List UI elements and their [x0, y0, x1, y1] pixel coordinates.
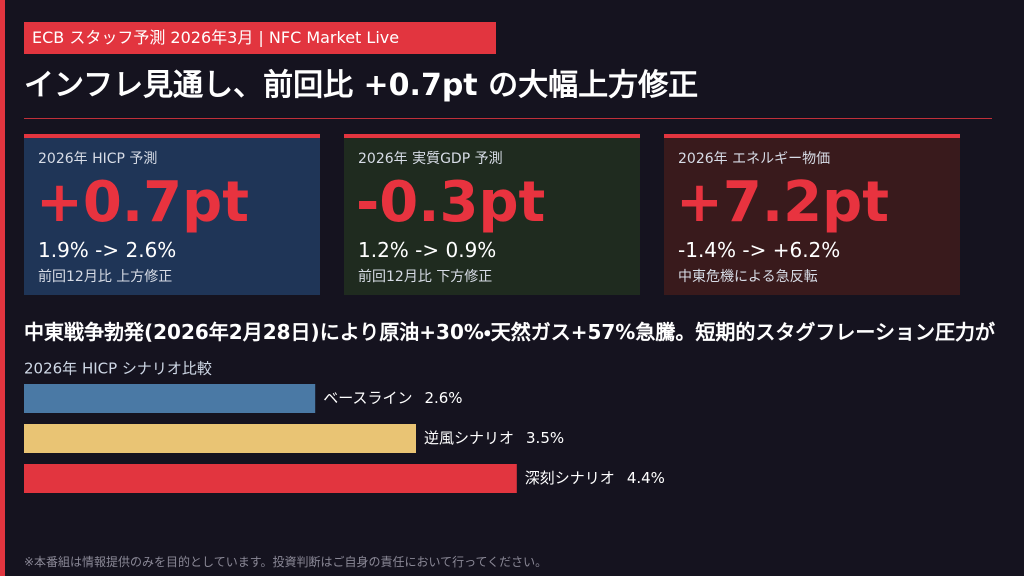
disclaimer: ※本番組は情報提供のみを目的としています。投資判断はご自身の責任において行ってく… [24, 555, 548, 569]
stat-card: 2026年 実質GDP 予測 -0.3pt 1.2% -> 0.9% 前回12月… [344, 134, 640, 295]
card-note: 中東危機による急反転 [678, 269, 818, 285]
headline: 中東戦争勃発(2026年2月28日)により原油+30%・天然ガス+57%急騰。短… [24, 320, 995, 344]
card-detail: -1.4% -> +6.2% [678, 238, 841, 262]
bar [24, 384, 316, 413]
card-value: -0.3pt [356, 170, 546, 235]
bar-value-label: 3.5% [526, 429, 564, 447]
bar [24, 464, 517, 493]
program-tag: ECB スタッフ予測 2026年3月 | NFC Market Live [24, 22, 496, 54]
card-note: 前回12月比 下方修正 [358, 269, 493, 285]
bar-category: 逆風シナリオ [424, 429, 514, 447]
scenario-chart: 2026年 HICP シナリオ比較 ベースライン 2.6% 逆風シナリオ 3.5% 深刻… [24, 360, 665, 493]
stat-card: 2026年 HICP 予測 +0.7pt 1.9% -> 2.6% 前回12月比… [24, 134, 320, 295]
card-value: +7.2pt [676, 170, 889, 235]
page-title: インフレ見通し、前回比 +0.7pt の大幅上方修正 [24, 68, 699, 103]
card-detail: 1.9% -> 2.6% [38, 238, 177, 262]
card-label: 2026年 HICP 予測 [38, 151, 158, 167]
stat-card: 2026年 エネルギー物価 +7.2pt -1.4% -> +6.2% 中東危機… [664, 134, 960, 295]
bar-category: ベースライン [323, 389, 412, 407]
card-detail: 1.2% -> 0.9% [358, 238, 497, 262]
card-label: 2026年 エネルギー物価 [678, 151, 831, 167]
bar-value-label: 2.6% [424, 389, 462, 407]
bar [24, 424, 416, 453]
chart-title: 2026年 HICP シナリオ比較 [24, 360, 212, 378]
bar-category: 深刻シナリオ [525, 469, 615, 487]
card-note: 前回12月比 上方修正 [38, 269, 173, 285]
edge-stripe [0, 0, 5, 576]
card-value: +0.7pt [36, 170, 249, 235]
divider [24, 118, 992, 119]
card-label: 2026年 実質GDP 予測 [358, 151, 503, 167]
bar-value-label: 4.4% [627, 469, 665, 487]
